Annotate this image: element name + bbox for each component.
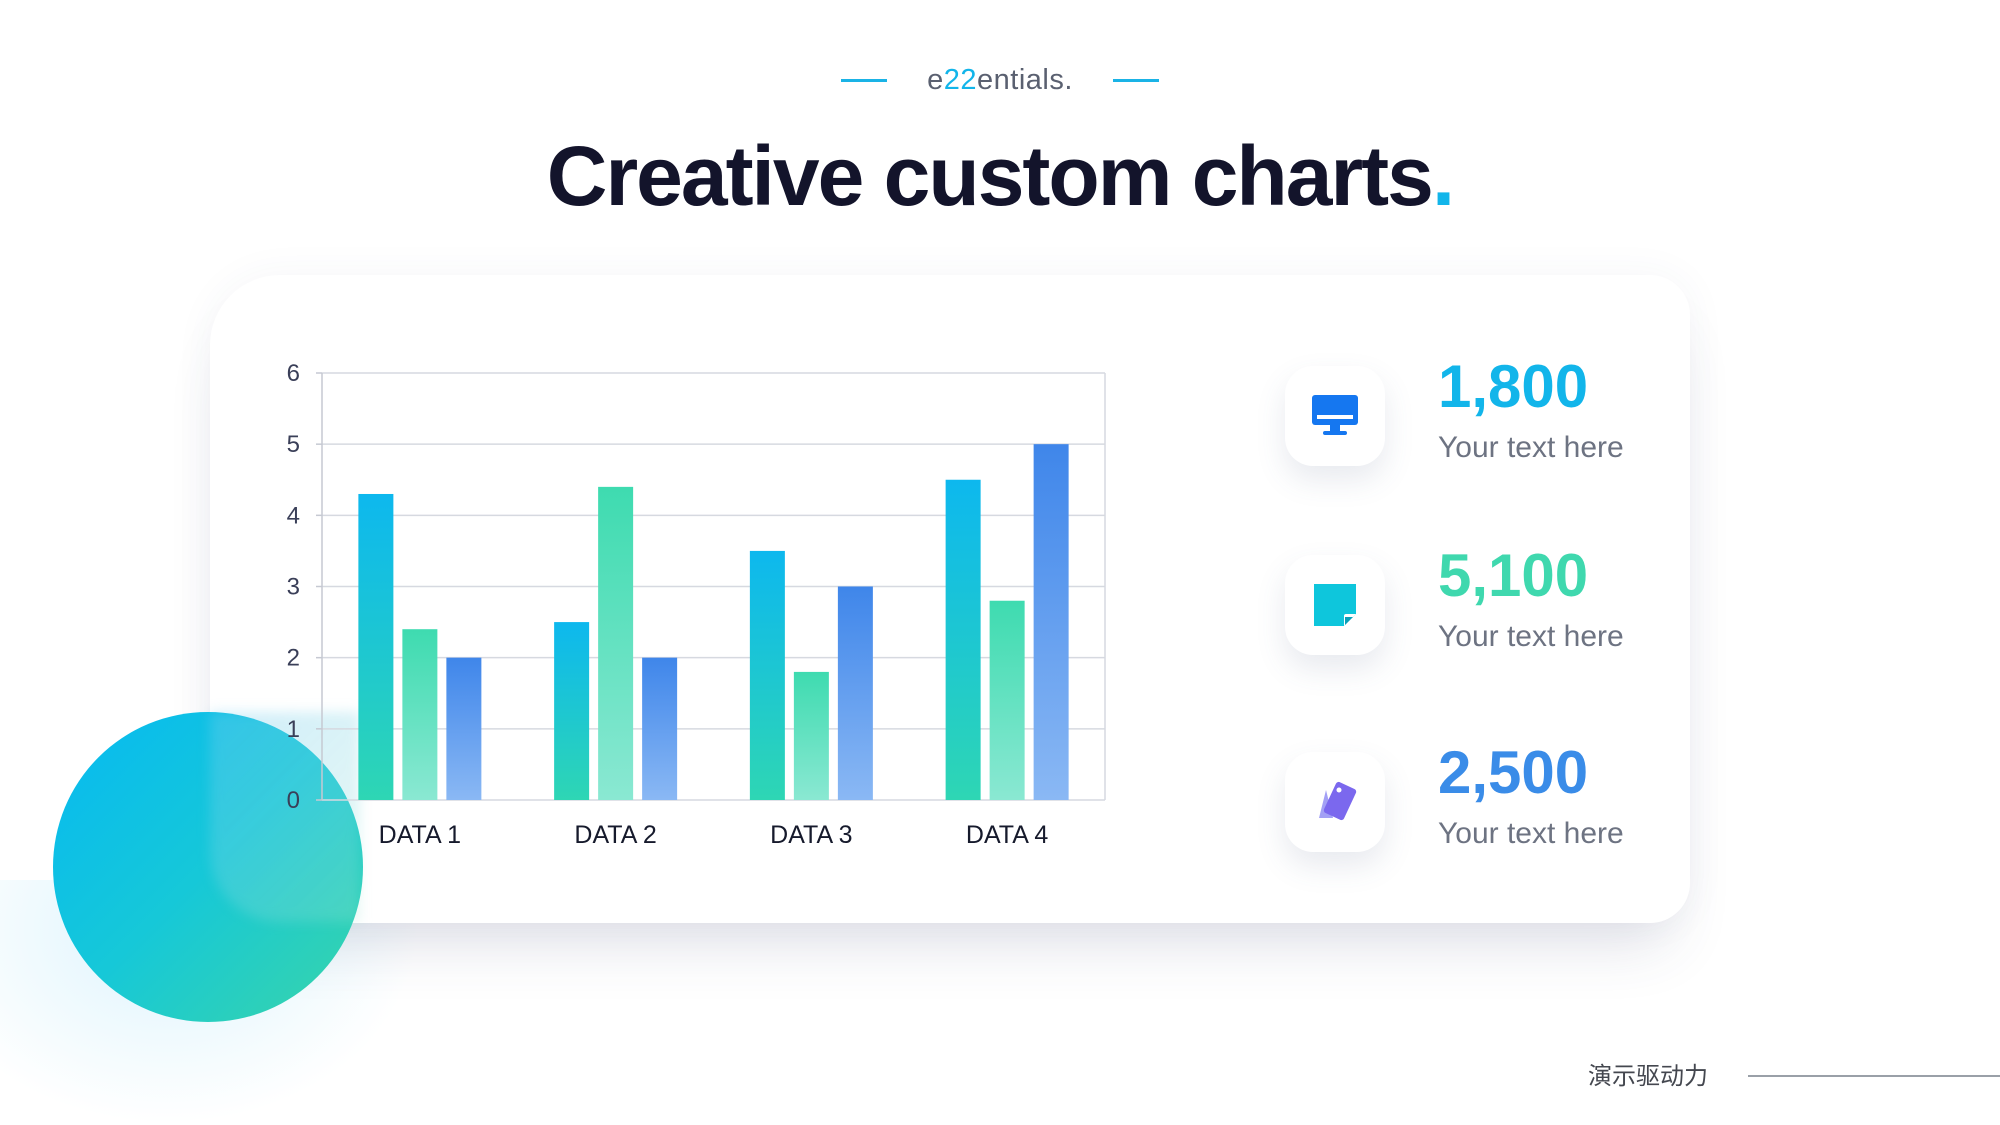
tag-icon <box>1319 781 1357 821</box>
brand-accent: 22 <box>943 63 977 96</box>
bar-1-series-3 <box>446 657 482 800</box>
brand-line-left <box>841 78 888 82</box>
x-category-label: DATA 2 <box>574 821 656 849</box>
stat-1-icon-box <box>1285 366 1385 466</box>
y-tick-label: 4 <box>287 502 300 529</box>
bar-chart-svg: 0 1 2 3 4 5 6 DATA 1 DATA 2 DATA 3 DATA 4 <box>287 360 1106 849</box>
stat-2-value: 5,100 <box>1438 542 1589 609</box>
bar-4-series-2 <box>989 600 1025 800</box>
x-category-label: DATA 3 <box>770 821 852 849</box>
stat-2-text: Your text here <box>1438 620 1624 653</box>
stat-3: 2,500 Your text here <box>1285 739 1905 902</box>
stat-3-value: 2,500 <box>1438 739 1589 806</box>
bar-1-series-1 <box>358 493 394 800</box>
x-category-label: DATA 1 <box>379 821 461 849</box>
stat-2: 5,100 Your text here <box>1285 542 1905 705</box>
x-category-label: DATA 4 <box>966 821 1049 849</box>
brand-row: e22entials. <box>0 58 2000 102</box>
bar-3-series-1 <box>749 550 785 800</box>
bar-3-series-2 <box>793 671 829 800</box>
decorative-circle <box>53 712 363 1022</box>
y-tick-label: 2 <box>287 645 300 672</box>
bar-4-series-3 <box>1033 444 1069 800</box>
bar-4-series-1 <box>945 479 981 800</box>
y-tick-label: 0 <box>287 787 300 814</box>
brand-prefix: e <box>927 63 944 96</box>
bar-1-series-2 <box>402 629 438 800</box>
y-tick-label: 5 <box>287 431 300 458</box>
stat-3-text: Your text here <box>1438 817 1624 850</box>
page-title-text: Creative custom charts <box>546 129 1434 223</box>
stat-1-value: 1,800 <box>1438 353 1589 420</box>
y-tick-label: 3 <box>287 574 300 601</box>
footer-label: 演示驱动力 <box>1588 1062 1708 1090</box>
y-tick-label: 6 <box>287 360 300 387</box>
brand-suffix: entials. <box>977 63 1073 96</box>
stat-2-icon-box <box>1285 555 1385 655</box>
page-title-dot: . <box>1431 129 1455 223</box>
bar-3-series-3 <box>837 586 873 800</box>
bar-2-series-3 <box>642 657 678 800</box>
stat-1: 1,800 Your text here <box>1285 353 1905 516</box>
page-title: Creative custom charts. <box>0 128 2000 225</box>
sticky-note-icon <box>1314 584 1356 626</box>
brand-line-right <box>1112 78 1159 82</box>
bar-2-series-1 <box>554 622 590 800</box>
stat-1-text: Your text here <box>1438 431 1624 464</box>
stat-3-icon-box <box>1285 752 1385 852</box>
brand-logo: e22entials. <box>927 64 1073 97</box>
bar-2-series-2 <box>598 486 634 800</box>
bar-chart: 0 1 2 3 4 5 6 DATA 1 DATA 2 DATA 3 DATA 4 <box>260 355 1120 855</box>
frosted-corner <box>210 712 360 922</box>
y-tick-label: 1 <box>287 716 300 743</box>
footer-line <box>1748 1075 2000 1077</box>
monitor-icon <box>1312 395 1358 435</box>
